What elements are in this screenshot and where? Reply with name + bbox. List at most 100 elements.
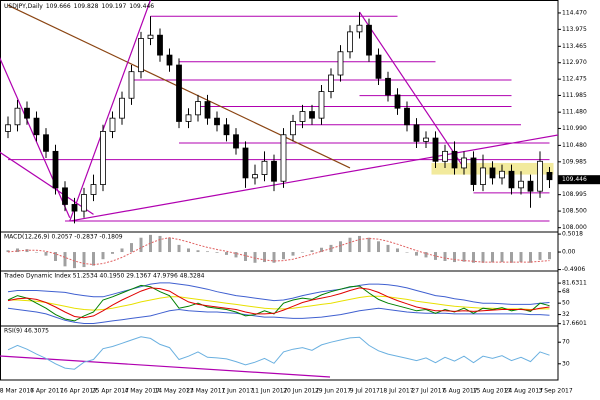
candle-body [280, 134, 287, 182]
trendline [0, 151, 94, 215]
candle-body [309, 111, 315, 119]
macd-bar [453, 252, 456, 263]
y-tick-label: 114.470 [562, 9, 587, 16]
candle-body [14, 107, 21, 126]
candle-body [489, 167, 496, 179]
candle-body [176, 64, 182, 122]
x-tick-label: 6 Apr 2017 [30, 388, 63, 395]
x-tick-label: 28 Mar 2017 [0, 388, 34, 395]
candle-body [223, 124, 230, 136]
trendline [359, 11, 465, 169]
macd-bar [377, 241, 380, 253]
price-layer [0, 0, 558, 224]
macd-bar [282, 252, 285, 260]
candle-body [423, 137, 429, 142]
trendline [69, 0, 152, 222]
candle-body [100, 131, 106, 185]
y-tick-label: 110.480 [562, 142, 587, 149]
x-tick-label: 4 May 2017 [125, 388, 160, 395]
header-high: 109.828 [74, 3, 99, 10]
panel-title: MACD(12,26,9) 0.2057 -0.2837 -0.1809 [4, 234, 123, 241]
candle-body [43, 134, 49, 152]
macd-bar [491, 252, 494, 263]
trendline [69, 134, 558, 222]
candle-body [157, 34, 163, 56]
macd-bar [405, 252, 409, 253]
candle-body [356, 24, 363, 33]
macd-bar [234, 252, 238, 258]
candle-body [195, 101, 201, 116]
candle-body [290, 121, 296, 136]
macd-bar [168, 237, 171, 253]
candle-body [90, 184, 97, 195]
x-tick-label: 1 Jun 2017 [221, 388, 253, 395]
candle-body [271, 160, 277, 182]
candle-body [5, 124, 11, 132]
macd-bar [434, 252, 437, 260]
macd-bar [329, 244, 333, 253]
candle-body [52, 150, 59, 189]
y-tick-label: 112.475 [562, 76, 587, 83]
y-tick-label: 0.5018 [562, 231, 583, 238]
macd-bar [44, 252, 48, 256]
x-tick-label: 15 Aug 2017 [473, 388, 512, 395]
candle-body [499, 170, 505, 179]
candle-body [508, 170, 515, 189]
macd-bar [263, 252, 266, 263]
candle-body [546, 171, 553, 181]
y-tick-label: 70 [562, 339, 570, 346]
candle-body [119, 97, 125, 119]
candle-body [328, 74, 334, 93]
x-tick-label: 14 May 2017 [154, 388, 193, 395]
macd-bar [6, 250, 10, 253]
macd-bar [111, 252, 114, 254]
candle-body [128, 71, 135, 99]
candle-body [366, 24, 372, 56]
macd-bar [462, 252, 466, 262]
candle-body [442, 150, 448, 162]
x-tick-label: 29 Jun 2017 [315, 388, 351, 395]
candle-body [337, 51, 344, 76]
y-tick-label: 30 [562, 360, 570, 367]
indicator-line [7, 282, 550, 305]
indicator-line [7, 307, 550, 324]
y-tick-label: 108.000 [562, 224, 587, 231]
macd-bar [348, 237, 352, 253]
macd-bar [519, 252, 523, 263]
macd-bar [139, 237, 143, 253]
macd-bar [54, 252, 57, 261]
candle-body [24, 107, 30, 119]
candle-body [432, 137, 439, 162]
macd-bar [73, 252, 76, 269]
macd-bar [130, 243, 133, 253]
rsi-trendline [0, 355, 331, 378]
candle-body [214, 117, 220, 126]
macd-bar [225, 252, 228, 255]
macd-bar [272, 252, 276, 263]
y-tick-label: 32 [562, 311, 570, 318]
indicator-line [7, 336, 550, 370]
y-tick-label: 68 [562, 288, 570, 295]
x-tick-label: 9 Jul 2017 [350, 388, 380, 395]
candle-body [109, 117, 116, 132]
macd-bar [481, 252, 485, 263]
macd-bar [367, 237, 371, 253]
macd-bar [386, 244, 390, 253]
x-tick-label: 20 Jun 2017 [283, 388, 319, 395]
y-tick-label: 108.500 [562, 208, 587, 215]
candle-body [62, 187, 68, 205]
x-tick-label: 6 Aug 2017 [443, 388, 478, 395]
candle-body [518, 180, 524, 189]
candle-body [166, 54, 173, 66]
x-tick-label: 16 Apr 2017 [60, 388, 97, 395]
macd-bar [358, 235, 361, 253]
y-tick-label: 110.990 [562, 125, 587, 132]
candle-body [470, 157, 477, 185]
y-tick-label: 109.985 [562, 158, 587, 165]
macd-bar [320, 247, 323, 253]
y-tick-label: 50 [562, 300, 570, 307]
y-tick-label: 112.970 [562, 59, 587, 66]
panel-title: RSI(9) 46.3075 [4, 328, 49, 335]
macd-bar [396, 248, 399, 253]
